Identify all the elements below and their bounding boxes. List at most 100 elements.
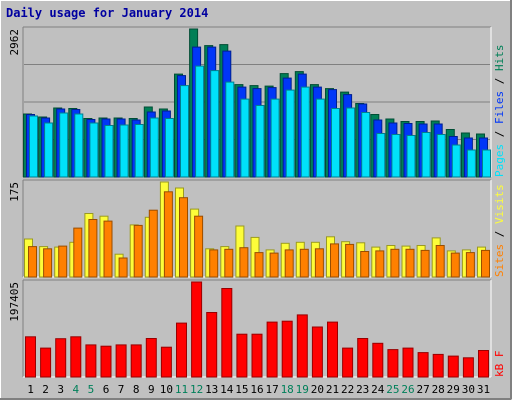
bar-kb-f-day-14 [221, 288, 233, 378]
bar-kb-f-day-21 [327, 321, 338, 378]
x-tick-label: 8 [133, 383, 140, 396]
bar-pages-day-2 [44, 122, 54, 178]
bar-kb-f-day-6 [100, 345, 112, 378]
bar-sites-day-7 [118, 257, 128, 278]
bar-sites-day-17 [269, 252, 279, 278]
bar-pages-day-6 [104, 125, 114, 178]
bar-pages-day-29 [451, 144, 461, 178]
x-tick-label: 18 [281, 383, 294, 396]
x-tick-label: 27 [416, 383, 429, 396]
bar-kb-f-day-17 [266, 321, 278, 378]
bar-pages-day-14 [225, 81, 235, 178]
x-tick-label: 16 [250, 383, 263, 396]
x-tick-label: 3 [57, 383, 64, 396]
bar-kb-f-day-26 [402, 347, 414, 378]
bar-pages-day-27 [421, 132, 431, 178]
x-tick-label: 11 [175, 383, 188, 396]
bar-sites-day-24 [375, 250, 385, 278]
bar-pages-day-16 [255, 105, 265, 178]
panel-visits-sites: 175 Sites / Visits [8, 179, 506, 278]
x-tick-label: 19 [296, 383, 309, 396]
bar-kb-f-day-10 [160, 346, 172, 378]
bar-sites-day-28 [435, 245, 445, 278]
bar-sites-day-18 [284, 249, 294, 278]
bar-sites-day-26 [405, 248, 415, 278]
y-max-label: 2962 [8, 29, 21, 56]
bar-kb-f-day-15 [236, 333, 248, 378]
x-tick-label: 10 [160, 383, 173, 396]
bar-kb-f-day-2 [40, 347, 52, 378]
bar-kb-f-day-29 [447, 355, 459, 378]
x-tick-label: 26 [401, 383, 414, 396]
bar-kb-f-day-7 [115, 344, 127, 378]
y-max-label: 197405 [8, 282, 21, 322]
bar-pages-day-31 [482, 149, 491, 178]
bar-pages-day-5 [89, 122, 99, 178]
bar-pages-day-11 [180, 85, 189, 178]
right-series-label: Pages / Files / Hits [493, 45, 506, 178]
legend-hits: Hits [493, 45, 506, 72]
x-axis-tick-labels: 1 2 3 4 5 6 7 8 9 10 11 12 13 14 15 16 17 18 19 20 21 22 23 24 2… [27, 383, 490, 396]
bar-kb-f-day-25 [387, 349, 399, 378]
bar-sites-day-9 [148, 209, 158, 278]
x-tick-label: 15 [235, 383, 248, 396]
bar-kb-f-day-19 [296, 314, 308, 378]
bar-sites-day-22 [345, 243, 355, 278]
bar-kb-f-day-30 [462, 357, 474, 378]
x-tick-label: 13 [205, 383, 218, 396]
bar-pages-day-4 [74, 113, 84, 178]
bar-pages-day-25 [391, 134, 401, 178]
x-tick-label: 1 [27, 383, 34, 396]
bar-sites-day-12 [194, 215, 204, 278]
x-tick-label: 23 [356, 383, 369, 396]
x-tick-label: 12 [190, 383, 203, 396]
legend-sites: Sites [493, 244, 506, 277]
x-tick-label: 21 [326, 383, 339, 396]
bar-pages-day-19 [300, 86, 310, 178]
legend-kb-f: kB F [493, 351, 506, 378]
x-tick-label: 28 [432, 383, 445, 396]
bar-sites-day-19 [299, 248, 309, 278]
bar-pages-day-3 [59, 112, 69, 178]
bar-sites-day-27 [420, 249, 430, 278]
x-tick-label: 9 [148, 383, 155, 396]
bar-sites-day-6 [103, 220, 113, 278]
legend-files: Files [493, 91, 506, 124]
bar-pages-day-18 [285, 89, 295, 178]
bar-sites-day-8 [133, 224, 143, 278]
x-tick-label: 25 [386, 383, 399, 396]
bar-sites-day-21 [330, 243, 339, 278]
bar-kb-f-day-5 [85, 344, 97, 378]
bar-sites-day-4 [73, 227, 83, 278]
bar-kb-f-day-11 [176, 322, 187, 378]
bar-kb-f-day-18 [281, 320, 293, 378]
bar-pages-day-22 [346, 107, 356, 178]
bar-pages-day-13 [210, 70, 220, 178]
right-series-label: Sites / Visits [493, 184, 506, 277]
x-tick-label: 24 [371, 383, 385, 396]
x-tick-label: 4 [72, 383, 79, 396]
bar-pages-day-21 [331, 108, 340, 178]
y-max-label: 175 [8, 182, 21, 202]
bar-kb-f-day-1 [25, 336, 36, 378]
right-series-label: kB F [493, 351, 506, 378]
bar-sites-day-1 [28, 246, 37, 278]
bar-sites-day-15 [239, 247, 249, 278]
bar-sites-day-11 [179, 197, 188, 278]
bar-kb-f-day-24 [372, 342, 384, 378]
x-tick-label: 30 [462, 383, 475, 396]
x-tick-label: 6 [103, 383, 110, 396]
x-tick-label: 20 [311, 383, 324, 396]
bar-sites-day-10 [163, 191, 173, 278]
bar-sites-day-3 [58, 245, 68, 278]
x-tick-label: 5 [88, 383, 95, 396]
bar-sites-day-23 [360, 251, 370, 278]
bar-kb-f-day-9 [145, 338, 157, 378]
bar-pages-day-10 [164, 118, 174, 178]
bar-kb-f-day-13 [206, 312, 218, 378]
bar-kb-f-day-8 [130, 344, 142, 378]
bar-kb-f-day-27 [417, 352, 429, 378]
bar-sites-day-13 [209, 249, 219, 278]
bar-sites-day-5 [88, 219, 98, 278]
